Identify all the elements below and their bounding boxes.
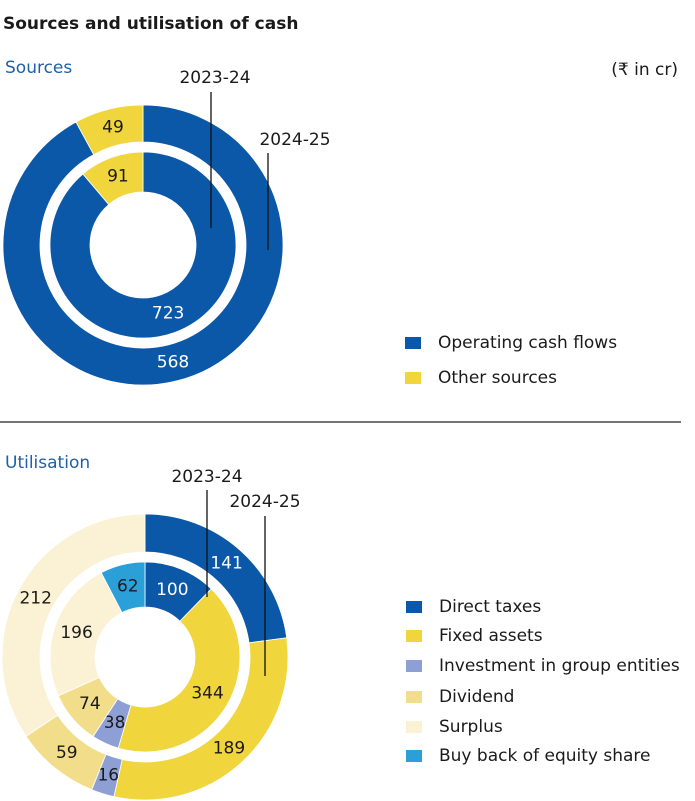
- page-title: Sources and utilisation of cash: [3, 14, 298, 34]
- donut-segment: [82, 151, 144, 206]
- legend-swatch: [406, 660, 422, 672]
- donut-segment: [49, 572, 123, 697]
- segment-label: 16: [97, 765, 119, 785]
- donut-segment: [117, 588, 241, 753]
- donut-segment: [49, 151, 237, 339]
- donut-segment: [75, 104, 144, 156]
- legend-swatch: [406, 721, 422, 733]
- section-title: Sources: [5, 58, 72, 78]
- segment-label: 196: [60, 623, 92, 643]
- legend-swatch: [405, 337, 421, 349]
- donut-segment: [2, 104, 284, 386]
- ring-year-label: 2023-24: [171, 467, 242, 487]
- segment-label: 568: [157, 353, 189, 373]
- legend-swatch: [406, 691, 422, 703]
- legend-label: Fixed assets: [439, 626, 543, 646]
- donut-segment: [100, 561, 146, 614]
- legend-label: Other sources: [438, 368, 557, 388]
- legend-swatch: [406, 630, 422, 642]
- segment-label: 100: [156, 580, 188, 600]
- segment-label: 344: [191, 684, 223, 704]
- legend-label: Direct taxes: [439, 597, 541, 617]
- legend-label: Surplus: [439, 717, 503, 737]
- legend-label: Operating cash flows: [438, 333, 617, 353]
- legend-label: Dividend: [439, 687, 514, 707]
- segment-label: 38: [104, 713, 126, 733]
- segment-label: 74: [79, 694, 101, 714]
- segment-label: 141: [210, 554, 242, 574]
- legend-label: Investment in group entities: [439, 656, 680, 676]
- section-title: Utilisation: [5, 453, 90, 473]
- ring-year-label: 2023-24: [179, 68, 250, 88]
- ring-year-label: 2024-25: [259, 130, 330, 150]
- legend-swatch: [406, 750, 422, 762]
- segment-label: 49: [102, 117, 124, 137]
- segment-label: 59: [56, 743, 78, 763]
- unit-label: (₹ in cr): [611, 60, 678, 80]
- legend-swatch: [405, 372, 421, 384]
- segment-label: 212: [19, 588, 51, 608]
- segment-label: 62: [117, 577, 139, 597]
- segment-label: 723: [152, 304, 184, 324]
- segment-label: 91: [107, 166, 129, 186]
- segment-label: 189: [213, 738, 245, 758]
- donut-segment: [1, 513, 146, 737]
- ring-year-label: 2024-25: [229, 492, 300, 512]
- legend-swatch: [406, 601, 422, 613]
- legend-label: Buy back of equity share: [439, 746, 651, 766]
